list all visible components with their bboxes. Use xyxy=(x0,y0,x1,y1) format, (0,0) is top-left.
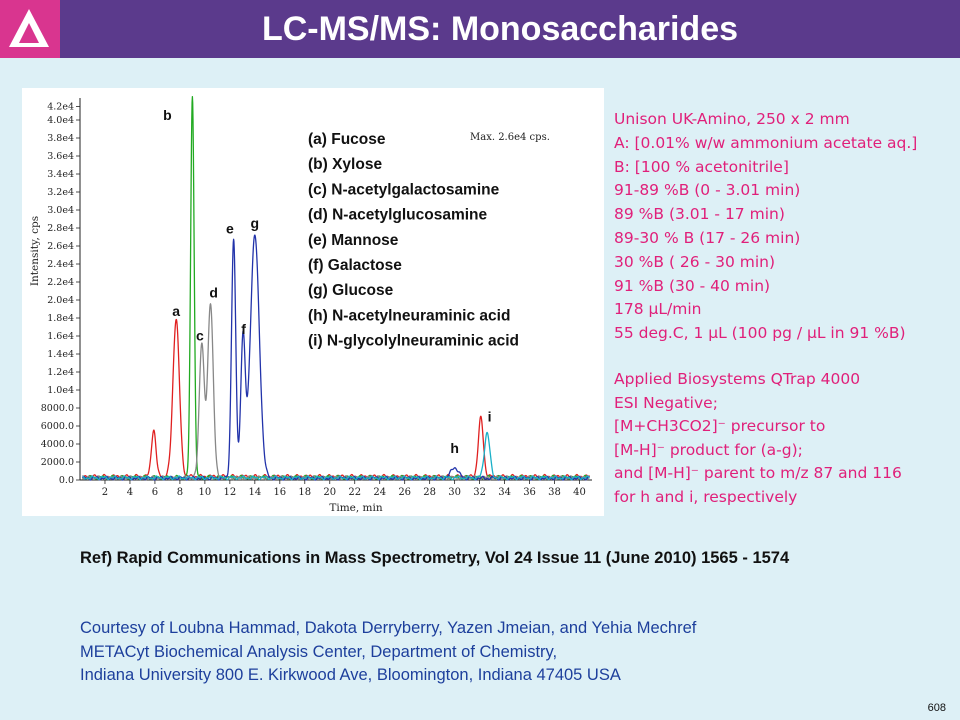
x-tick-label: 22 xyxy=(348,487,361,498)
y-tick-label: 2.0e4 xyxy=(47,295,74,306)
condition-line: Unison UK-Amino, 250 x 2 mm xyxy=(614,110,850,128)
legend-entry: (f) Galactose xyxy=(308,257,402,274)
y-tick-label: 8000.0 xyxy=(41,403,74,414)
x-tick-label: 30 xyxy=(448,487,461,498)
peak-label: c xyxy=(196,328,204,344)
header-bar: LC-MS/MS: Monosaccharides xyxy=(0,0,960,58)
instrument-line: [M-H]⁻ product for (a-g); xyxy=(614,440,803,459)
legend-entry: (c) N-acetylgalactosamine xyxy=(308,181,500,198)
x-tick-label: 12 xyxy=(223,487,236,498)
x-tick-label: 36 xyxy=(523,487,536,498)
courtesy-credits: Courtesy of Loubna Hammad, Dakota Derryb… xyxy=(80,617,696,688)
y-tick-label: 1.8e4 xyxy=(47,313,74,324)
x-tick-label: 18 xyxy=(298,487,311,498)
condition-line: 89-30 % B (17 - 26 min) xyxy=(614,228,801,247)
x-tick-label: 34 xyxy=(498,487,511,498)
x-axis-label: Time, min xyxy=(329,502,383,514)
peak-label: b xyxy=(163,107,172,123)
white-triangle-logo-icon xyxy=(9,9,49,47)
ms-conditions: Applied Biosystems QTrap 4000 ESI Negati… xyxy=(614,368,902,509)
y-tick-label: 1.4e4 xyxy=(47,349,74,360)
y-tick-label: 3.8e4 xyxy=(47,133,74,144)
series-trace xyxy=(82,431,591,481)
y-tick-label: 6000.0 xyxy=(41,421,74,432)
condition-line: B: [100 % acetonitrile] xyxy=(614,157,789,176)
y-tick-label: 4000.0 xyxy=(41,439,74,450)
y-tick-label: 3.0e4 xyxy=(47,205,74,216)
y-tick-label: 1.6e4 xyxy=(47,331,74,342)
y-axis-label: Intensity, cps xyxy=(29,216,41,286)
instrument-line: for h and i, respectively xyxy=(614,487,798,506)
x-tick-label: 8 xyxy=(177,487,183,498)
y-tick-label: 4.2e4 xyxy=(47,102,74,113)
instrument-line: [M+CH3CO2]⁻ precursor to xyxy=(614,417,826,435)
peak-label: f xyxy=(241,321,246,337)
chromatogram-panel: 0.0 2000.0 4000.0 6000.0 8000.0 1.0e4 1.2e4 1.4… xyxy=(22,88,604,516)
peak-label: g xyxy=(251,215,260,231)
peak-label: i xyxy=(488,409,492,425)
chromatogram-chart: 0.0 2000.0 4000.0 6000.0 8000.0 1.0e4 1.2e4 1.4… xyxy=(29,95,592,514)
x-tick-label: 2 xyxy=(102,487,108,498)
reference-citation: Ref) Rapid Communications in Mass Spectr… xyxy=(80,549,790,567)
instrument-line: and [M-H]⁻ parent to m/z 87 and 116 xyxy=(614,464,902,482)
y-tick-label: 4.0e4 xyxy=(47,115,74,126)
legend-entry: (i) N-glycolylneuraminic acid xyxy=(308,333,519,350)
y-tick-label: 2.6e4 xyxy=(47,241,74,252)
y-tick-label: 0.0 xyxy=(59,475,74,486)
x-tick-label: 26 xyxy=(398,487,411,498)
legend-entry: (g) Glucose xyxy=(308,282,394,299)
condition-line: 55 deg.C, 1 µL (100 pg / µL in 91 %B) xyxy=(614,324,906,343)
x-tick-label: 28 xyxy=(423,487,436,498)
series-trace xyxy=(82,303,590,481)
legend-entry: (b) Xylose xyxy=(308,156,382,173)
y-tick-label: 3.6e4 xyxy=(47,151,74,162)
peak-label: a xyxy=(172,303,180,319)
x-tick-label: 4 xyxy=(127,487,133,498)
courtesy-line: Indiana University 800 E. Kirkwood Ave, … xyxy=(80,666,621,684)
brand-logo xyxy=(0,0,60,58)
x-tick-label: 38 xyxy=(548,487,561,498)
condition-line: A: [0.01% w/w ammonium acetate aq.] xyxy=(614,133,918,152)
max-annotation: Max. 2.6e4 cps. xyxy=(470,132,550,143)
slide-title: LC-MS/MS: Monosaccharides xyxy=(261,10,739,48)
x-tick-label: 16 xyxy=(273,487,286,498)
lc-conditions: Unison UK-Amino, 250 x 2 mm A: [0.01% w/… xyxy=(614,108,917,346)
x-tick-label: 40 xyxy=(573,487,586,498)
courtesy-line: METACyt Biochemical Analysis Center, Dep… xyxy=(80,642,558,661)
y-tick-label: 2000.0 xyxy=(41,457,74,468)
condition-line: 91 %B (30 - 40 min) xyxy=(614,276,771,295)
y-tick-label: 1.0e4 xyxy=(47,385,74,396)
x-tick-label: 6 xyxy=(152,487,158,498)
instrument-line: Applied Biosystems QTrap 4000 xyxy=(614,370,861,388)
page-number: 608 xyxy=(927,702,946,714)
legend-entry: (d) N-acetylglucosamine xyxy=(308,207,488,224)
condition-line: 178 µL/min xyxy=(614,300,702,319)
legend-entry: (h) N-acetylneuraminic acid xyxy=(308,307,510,324)
y-tick-label: 3.4e4 xyxy=(47,169,74,180)
peak-label: e xyxy=(226,220,234,236)
condition-line: 89 %B (3.01 - 17 min) xyxy=(614,205,785,224)
x-tick-label: 10 xyxy=(199,487,212,498)
y-tick-label: 2.4e4 xyxy=(47,259,74,270)
condition-line: 91-89 %B (0 - 3.01 min) xyxy=(614,181,801,200)
y-tick-label: 2.8e4 xyxy=(47,223,74,234)
instrument-line: ESI Negative; xyxy=(614,393,718,412)
x-tick-label: 24 xyxy=(373,487,386,498)
peak-label: h xyxy=(450,440,459,456)
y-tick-label: 1.2e4 xyxy=(47,367,74,378)
x-tick-label: 20 xyxy=(323,487,336,498)
legend-entry: (e) Mannose xyxy=(308,232,399,249)
x-tick-label: 14 xyxy=(248,487,261,498)
condition-line: 30 %B ( 26 - 30 min) xyxy=(614,252,776,271)
y-tick-label: 3.2e4 xyxy=(47,187,74,198)
x-tick-label: 32 xyxy=(473,487,486,498)
peak-label: d xyxy=(209,284,218,300)
legend-entry: (a) Fucose xyxy=(308,131,386,148)
y-tick-label: 2.2e4 xyxy=(47,277,74,288)
courtesy-line: Courtesy of Loubna Hammad, Dakota Derryb… xyxy=(80,619,697,637)
